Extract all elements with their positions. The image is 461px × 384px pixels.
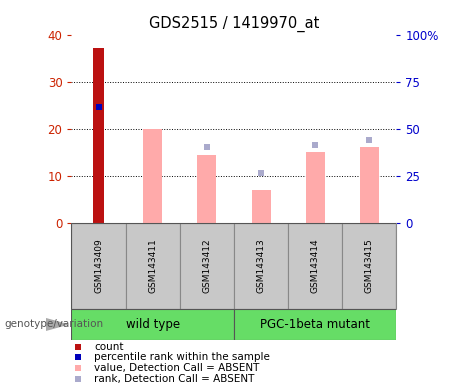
Title: GDS2515 / 1419970_at: GDS2515 / 1419970_at	[149, 16, 319, 32]
Text: GSM143414: GSM143414	[311, 238, 320, 293]
Bar	[234, 223, 288, 309]
Bar	[306, 152, 325, 223]
Bar	[197, 154, 216, 223]
Text: value, Detection Call = ABSENT: value, Detection Call = ABSENT	[94, 363, 260, 373]
Bar	[93, 48, 104, 223]
Bar	[360, 147, 379, 223]
Bar	[234, 309, 396, 340]
Bar	[288, 223, 342, 309]
Bar	[252, 190, 271, 223]
Bar	[342, 223, 396, 309]
Text: percentile rank within the sample: percentile rank within the sample	[94, 353, 270, 362]
Bar	[71, 223, 125, 309]
Bar	[180, 223, 234, 309]
Text: GSM143415: GSM143415	[365, 238, 374, 293]
Text: wild type: wild type	[126, 318, 180, 331]
Text: genotype/variation: genotype/variation	[5, 319, 104, 329]
Text: GSM143409: GSM143409	[94, 238, 103, 293]
Text: count: count	[94, 342, 124, 352]
Text: rank, Detection Call = ABSENT: rank, Detection Call = ABSENT	[94, 374, 254, 384]
Polygon shape	[46, 319, 67, 330]
Text: GSM143413: GSM143413	[256, 238, 266, 293]
Bar	[143, 129, 162, 223]
Text: GSM143411: GSM143411	[148, 238, 157, 293]
Text: GSM143412: GSM143412	[202, 238, 212, 293]
Bar	[125, 223, 180, 309]
Text: PGC-1beta mutant: PGC-1beta mutant	[260, 318, 370, 331]
Bar	[71, 309, 234, 340]
